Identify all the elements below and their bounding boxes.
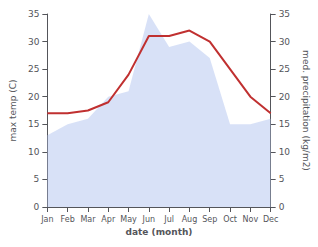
svg-text:Dec: Dec [263,215,278,224]
svg-text:20: 20 [28,92,40,102]
svg-text:Jan: Jan [40,215,53,224]
svg-text:0: 0 [279,202,285,212]
svg-text:Apr: Apr [101,215,116,224]
svg-text:20: 20 [279,92,291,102]
svg-text:25: 25 [28,64,39,74]
svg-text:Sep: Sep [202,215,217,224]
svg-text:30: 30 [279,37,291,47]
svg-text:15: 15 [28,119,39,129]
svg-text:Aug: Aug [182,215,198,224]
svg-text:Feb: Feb [61,215,75,224]
svg-text:5: 5 [34,174,40,184]
svg-text:0: 0 [34,202,40,212]
svg-text:date (month): date (month) [126,227,193,237]
svg-text:Oct: Oct [223,215,237,224]
svg-text:Nov: Nov [243,215,259,224]
svg-text:Mar: Mar [80,215,96,224]
svg-text:25: 25 [279,64,290,74]
svg-text:Jun: Jun [142,215,156,224]
svg-text:10: 10 [279,147,291,157]
svg-text:35: 35 [28,9,39,19]
svg-text:15: 15 [279,119,290,129]
svg-text:May: May [120,215,137,224]
svg-text:5: 5 [279,174,285,184]
svg-text:med. precipitation (kg/m2): med. precipitation (kg/m2) [301,50,311,171]
svg-text:30: 30 [28,37,40,47]
svg-text:Jul: Jul [163,215,174,224]
svg-text:10: 10 [28,147,40,157]
svg-text:35: 35 [279,9,290,19]
svg-text:max temp (C): max temp (C) [8,79,18,141]
